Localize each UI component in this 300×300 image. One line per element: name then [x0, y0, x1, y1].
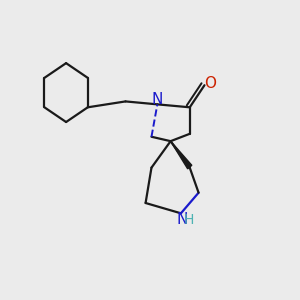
- Text: H: H: [184, 213, 194, 227]
- Text: N: N: [177, 212, 188, 227]
- Text: O: O: [204, 76, 216, 91]
- Text: N: N: [151, 92, 163, 107]
- Polygon shape: [171, 141, 192, 169]
